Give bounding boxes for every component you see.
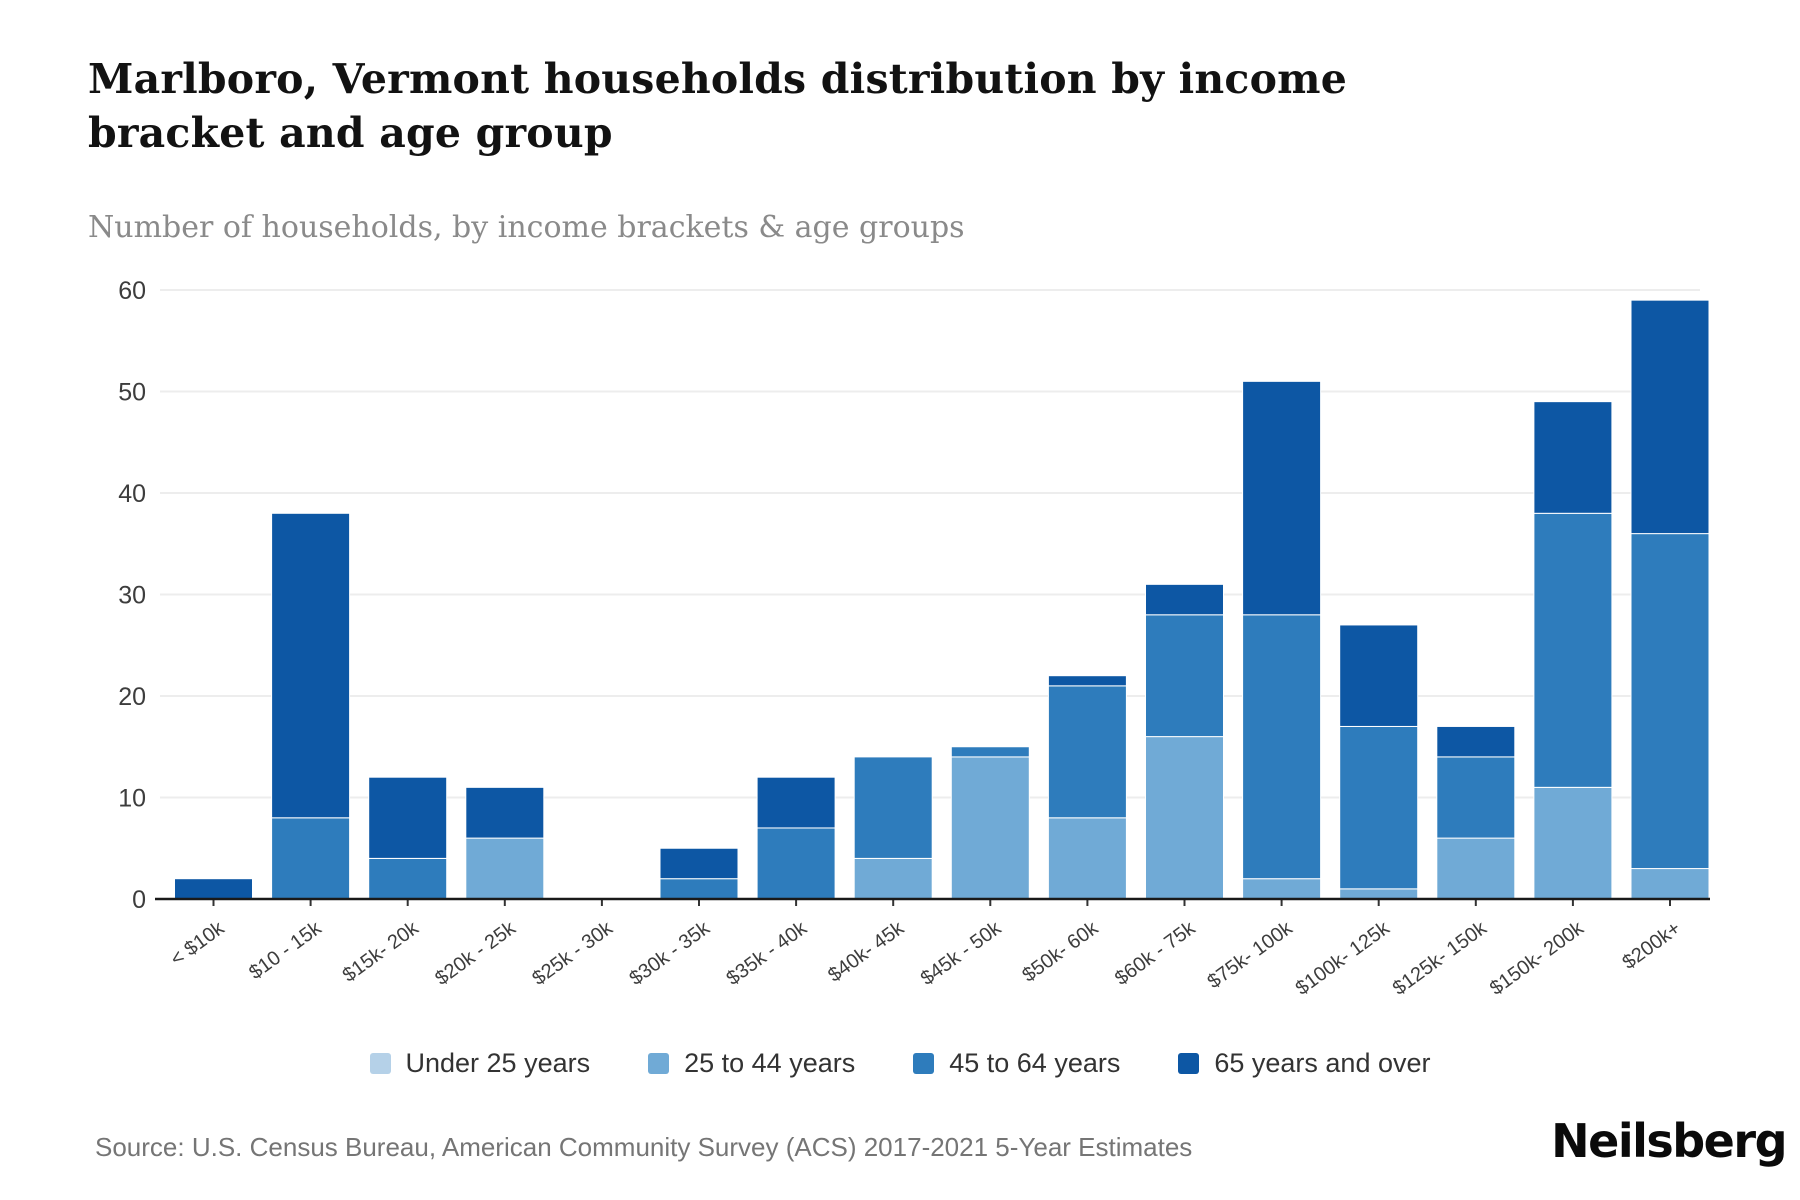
legend-label: Under 25 years — [405, 1048, 591, 1078]
bar-segment[interactable] — [1145, 583, 1224, 616]
bar-segment[interactable] — [368, 857, 448, 900]
legend-item-25-to-44-years[interactable]: 25 to 44 years — [648, 1048, 855, 1079]
bar-segment[interactable] — [853, 857, 933, 900]
bar-segment[interactable] — [1047, 685, 1127, 819]
bar-segment[interactable] — [1242, 380, 1322, 616]
source-attribution: Source: U.S. Census Bureau, American Com… — [95, 1132, 1193, 1162]
legend-swatch-icon — [913, 1053, 935, 1074]
x-axis-label: $15k- 20k — [339, 917, 424, 987]
y-axis-label: 20 — [118, 683, 146, 711]
bar-segment[interactable] — [465, 837, 545, 900]
y-axis-label: 40 — [118, 480, 146, 508]
bar-segment[interactable] — [1339, 624, 1419, 727]
bar-segment[interactable] — [1630, 533, 1710, 870]
bar-segment[interactable] — [271, 512, 351, 819]
y-axis-label: 50 — [118, 379, 146, 407]
legend-item-under-25-years[interactable]: Under 25 years — [369, 1048, 591, 1079]
x-axis-label: $20k - 25k — [431, 917, 520, 990]
x-axis-label: $25k - 30k — [528, 917, 617, 990]
x-axis-label: $100k- 125k — [1292, 917, 1395, 1000]
x-axis-label: $45k - 50k — [917, 917, 1006, 990]
chart-title: Marlboro, Vermont households distributio… — [88, 55, 1347, 158]
bar-segment[interactable] — [1630, 868, 1710, 900]
bar-segment[interactable] — [1145, 614, 1224, 738]
bar-segment[interactable] — [1436, 725, 1516, 758]
bar-segment[interactable] — [950, 746, 1030, 758]
bar-segment[interactable] — [1630, 299, 1710, 535]
bar-segment[interactable] — [271, 817, 351, 900]
bar-segment[interactable] — [1047, 817, 1127, 900]
legend-label: 65 years and over — [1214, 1048, 1431, 1078]
chart-legend: Under 25 years 25 to 44 years 45 to 64 yea… — [0, 1048, 1800, 1079]
y-axis-label: 10 — [118, 785, 146, 813]
x-axis-label: $10 - 15k — [245, 917, 326, 984]
bar-segment[interactable] — [174, 878, 253, 900]
bar-segment[interactable] — [1339, 725, 1419, 890]
x-axis-label: $125k- 150k — [1389, 917, 1492, 1000]
x-axis-label: $30k - 35k — [625, 917, 714, 990]
bar-segment[interactable] — [659, 878, 739, 900]
bar-segment[interactable] — [659, 847, 739, 880]
x-axis-label: $75k- 100k — [1204, 917, 1298, 994]
bar-segment[interactable] — [756, 827, 836, 900]
y-axis-label: 30 — [118, 582, 146, 610]
x-axis-label: $150k- 200k — [1486, 917, 1589, 1000]
bar-segment[interactable] — [1533, 401, 1613, 514]
x-axis-label: $200k+ — [1618, 917, 1684, 974]
legend-item-45-to-64-years[interactable]: 45 to 64 years — [913, 1048, 1120, 1079]
y-axis-label: 60 — [118, 277, 146, 305]
bar-segment[interactable] — [1145, 736, 1224, 900]
legend-swatch-icon — [1178, 1053, 1200, 1074]
x-axis-label: $60k - 75k — [1111, 917, 1200, 990]
chart-subtitle: Number of households, by income brackets… — [88, 210, 965, 245]
bar-segment[interactable] — [1436, 756, 1516, 839]
bar-segment[interactable] — [1533, 512, 1613, 788]
bar-segment[interactable] — [1242, 878, 1322, 900]
bar-segment[interactable] — [756, 776, 836, 829]
y-axis-label: 0 — [132, 886, 146, 914]
legend-swatch-icon — [369, 1053, 391, 1074]
x-axis-label: < $10k — [166, 917, 229, 971]
bar-segment[interactable] — [1339, 888, 1419, 900]
bar-segment[interactable] — [1242, 614, 1322, 880]
x-axis-label: $40k- 45k — [824, 917, 909, 987]
bar-segment[interactable] — [1533, 786, 1613, 900]
bar-segment[interactable] — [465, 786, 545, 839]
neilsberg-logo: Neilsberg — [1551, 1114, 1787, 1168]
legend-label: 45 to 64 years — [949, 1048, 1121, 1078]
bar-segment[interactable] — [368, 776, 448, 859]
x-axis-label: $50k- 60k — [1018, 917, 1103, 987]
legend-item-65-years-and-over[interactable]: 65 years and over — [1178, 1048, 1431, 1079]
legend-label: 25 to 44 years — [684, 1048, 856, 1078]
bar-segment[interactable] — [1047, 675, 1127, 687]
bar-segment[interactable] — [853, 756, 933, 859]
bar-segment[interactable] — [950, 756, 1030, 900]
legend-swatch-icon — [648, 1053, 670, 1074]
bar-segment[interactable] — [1436, 837, 1516, 900]
x-axis-label: $35k - 40k — [723, 917, 812, 990]
